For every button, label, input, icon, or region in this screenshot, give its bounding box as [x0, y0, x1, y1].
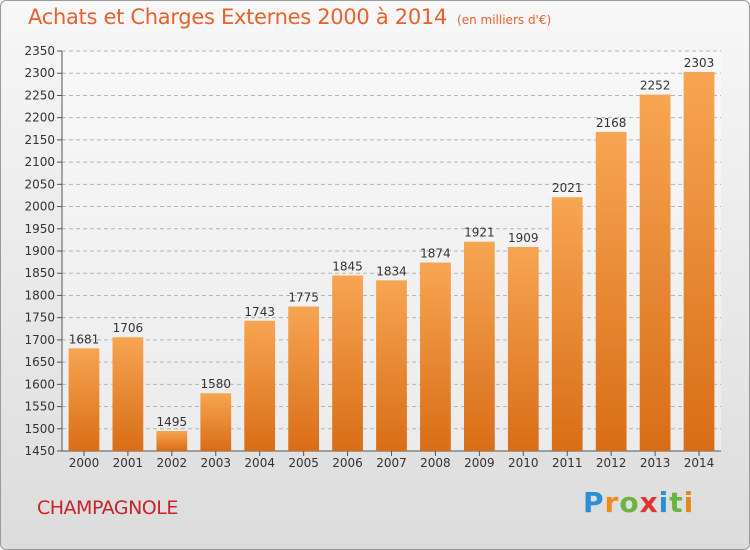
y-tick-label: 2150	[24, 133, 55, 147]
y-tick-label: 2100	[24, 155, 55, 169]
bar-value-label: 1834	[376, 264, 407, 278]
bar	[332, 275, 363, 451]
bar	[156, 431, 188, 451]
y-tick-label: 1800	[24, 288, 55, 302]
bar-value-label: 1580	[200, 377, 231, 391]
x-tick-label: 2010	[508, 456, 539, 470]
x-tick-label: 2000	[69, 456, 100, 470]
bar	[507, 247, 539, 451]
y-tick-label: 2250	[24, 88, 55, 102]
bar-value-label: 1921	[464, 226, 495, 240]
y-tick-label: 1650	[24, 355, 55, 369]
y-tick-label: 1950	[24, 222, 55, 236]
bar	[68, 348, 100, 451]
x-tick-label: 2007	[376, 456, 407, 470]
logo-letter: o	[619, 486, 640, 519]
place-name: CHAMPAGNOLE	[37, 497, 178, 519]
proxiti-logo: Proxiti	[583, 486, 694, 519]
bar	[595, 131, 627, 451]
y-tick-label: 2350	[24, 44, 55, 58]
bar-value-label: 1495	[157, 415, 188, 429]
bar	[420, 262, 451, 451]
bar-value-label: 2021	[552, 181, 583, 195]
bar-value-label: 1845	[332, 259, 363, 273]
bar-value-label: 2303	[684, 56, 715, 70]
x-tick-label: 2011	[552, 456, 583, 470]
bar	[288, 306, 320, 451]
bar-value-label: 2168	[596, 116, 627, 130]
y-tick-label: 1550	[24, 400, 55, 414]
bar	[551, 197, 583, 451]
bar-value-label: 1775	[288, 291, 319, 305]
bar	[112, 337, 144, 451]
y-tick-label: 1700	[24, 333, 55, 347]
logo-letter: x	[639, 486, 659, 519]
chart-unit: (en milliers d'€)	[457, 13, 552, 27]
bar-value-label: 1681	[69, 332, 100, 346]
logo-letter: t	[669, 486, 684, 519]
x-tick-label: 2009	[464, 456, 495, 470]
y-tick-label: 1900	[24, 244, 55, 258]
chart-title: Achats et Charges Externes 2000 à 2014 (e…	[28, 5, 551, 29]
y-tick-label: 1600	[24, 377, 55, 391]
bar	[683, 71, 715, 451]
bar-value-label: 1706	[113, 321, 144, 335]
x-tick-label: 2008	[420, 456, 451, 470]
x-tick-label: 2006	[332, 456, 363, 470]
logo-letter: i	[658, 486, 670, 519]
x-tick-label: 2013	[640, 456, 671, 470]
x-tick-label: 2014	[684, 456, 715, 470]
y-tick-label: 2050	[24, 177, 55, 191]
logo-letter: P	[583, 486, 605, 519]
bar	[200, 393, 232, 451]
y-tick-label: 1500	[24, 422, 55, 436]
x-tick-label: 2005	[288, 456, 319, 470]
x-tick-label: 2002	[157, 456, 188, 470]
x-tick-label: 2001	[113, 456, 144, 470]
bar-value-label: 1909	[508, 231, 539, 245]
x-tick-label: 2004	[244, 456, 275, 470]
bar-value-label: 1874	[420, 247, 451, 261]
bar-value-label: 2252	[640, 79, 671, 93]
y-tick-label: 1850	[24, 266, 55, 280]
bar	[376, 280, 407, 451]
bar	[244, 320, 276, 451]
logo-letter: i	[683, 486, 695, 519]
logo-letter: r	[604, 486, 620, 519]
y-tick-label: 1750	[24, 311, 55, 325]
x-tick-label: 2003	[200, 456, 231, 470]
chart-title-text: Achats et Charges Externes 2000 à 2014	[28, 5, 448, 29]
x-tick-label: 2012	[596, 456, 627, 470]
y-tick-label: 1450	[24, 444, 55, 458]
y-tick-label: 2000	[24, 200, 55, 214]
y-tick-label: 2300	[24, 66, 55, 80]
bar	[463, 241, 495, 451]
bar	[639, 94, 671, 452]
bar-value-label: 1743	[244, 305, 275, 319]
y-tick-label: 2200	[24, 111, 55, 125]
